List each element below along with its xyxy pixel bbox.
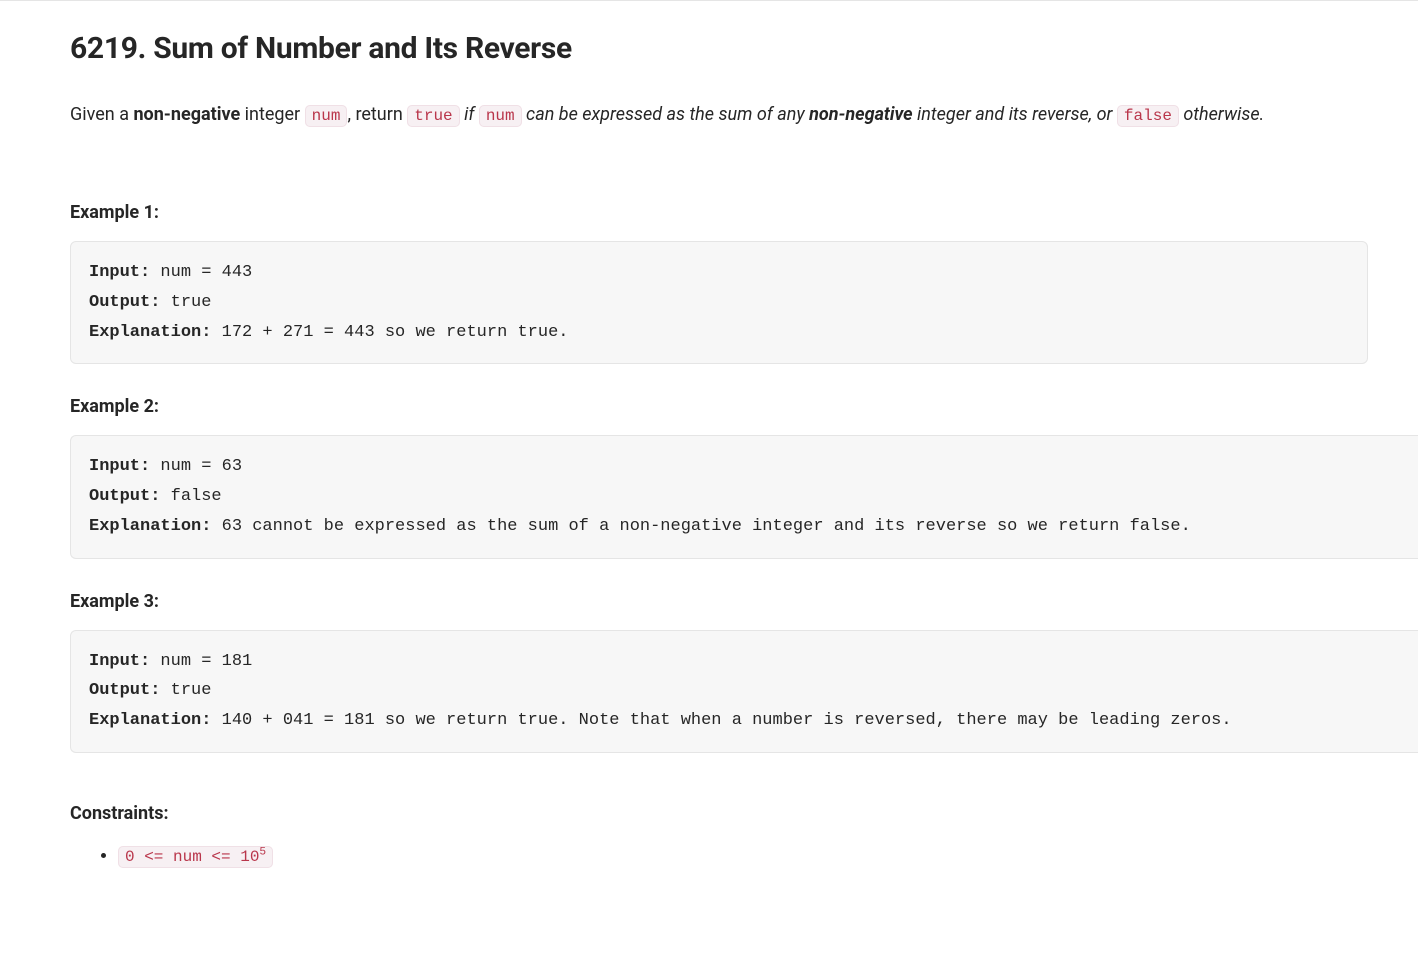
example-1-label: Example 1: xyxy=(70,202,1418,223)
problem-title: 6219. Sum of Number and Its Reverse xyxy=(70,31,1418,66)
example-2-label: Example 2: xyxy=(70,396,1418,417)
constraint-code: 0 <= num <= 105 xyxy=(118,846,273,868)
code-token: false xyxy=(1117,105,1179,127)
problem-description: 6219. Sum of Number and Its Reverse Give… xyxy=(0,1,1418,866)
constraint-item: 0 <= num <= 105 xyxy=(118,846,1418,866)
problem-statement: Given a non-negative integer num, return… xyxy=(70,98,1418,132)
constraints-label: Constraints: xyxy=(70,803,1418,824)
example-3-label: Example 3: xyxy=(70,591,1418,612)
example-3-box: Input: num = 181 Output: true Explanatio… xyxy=(70,630,1418,753)
code-token: num xyxy=(479,105,522,127)
constraints-list: 0 <= num <= 105 xyxy=(70,846,1418,866)
example-2-box: Input: num = 63 Output: false Explanatio… xyxy=(70,435,1418,558)
example-1-box: Input: num = 443 Output: true Explanatio… xyxy=(70,241,1368,364)
code-token: num xyxy=(305,105,348,127)
code-token: true xyxy=(407,105,459,127)
